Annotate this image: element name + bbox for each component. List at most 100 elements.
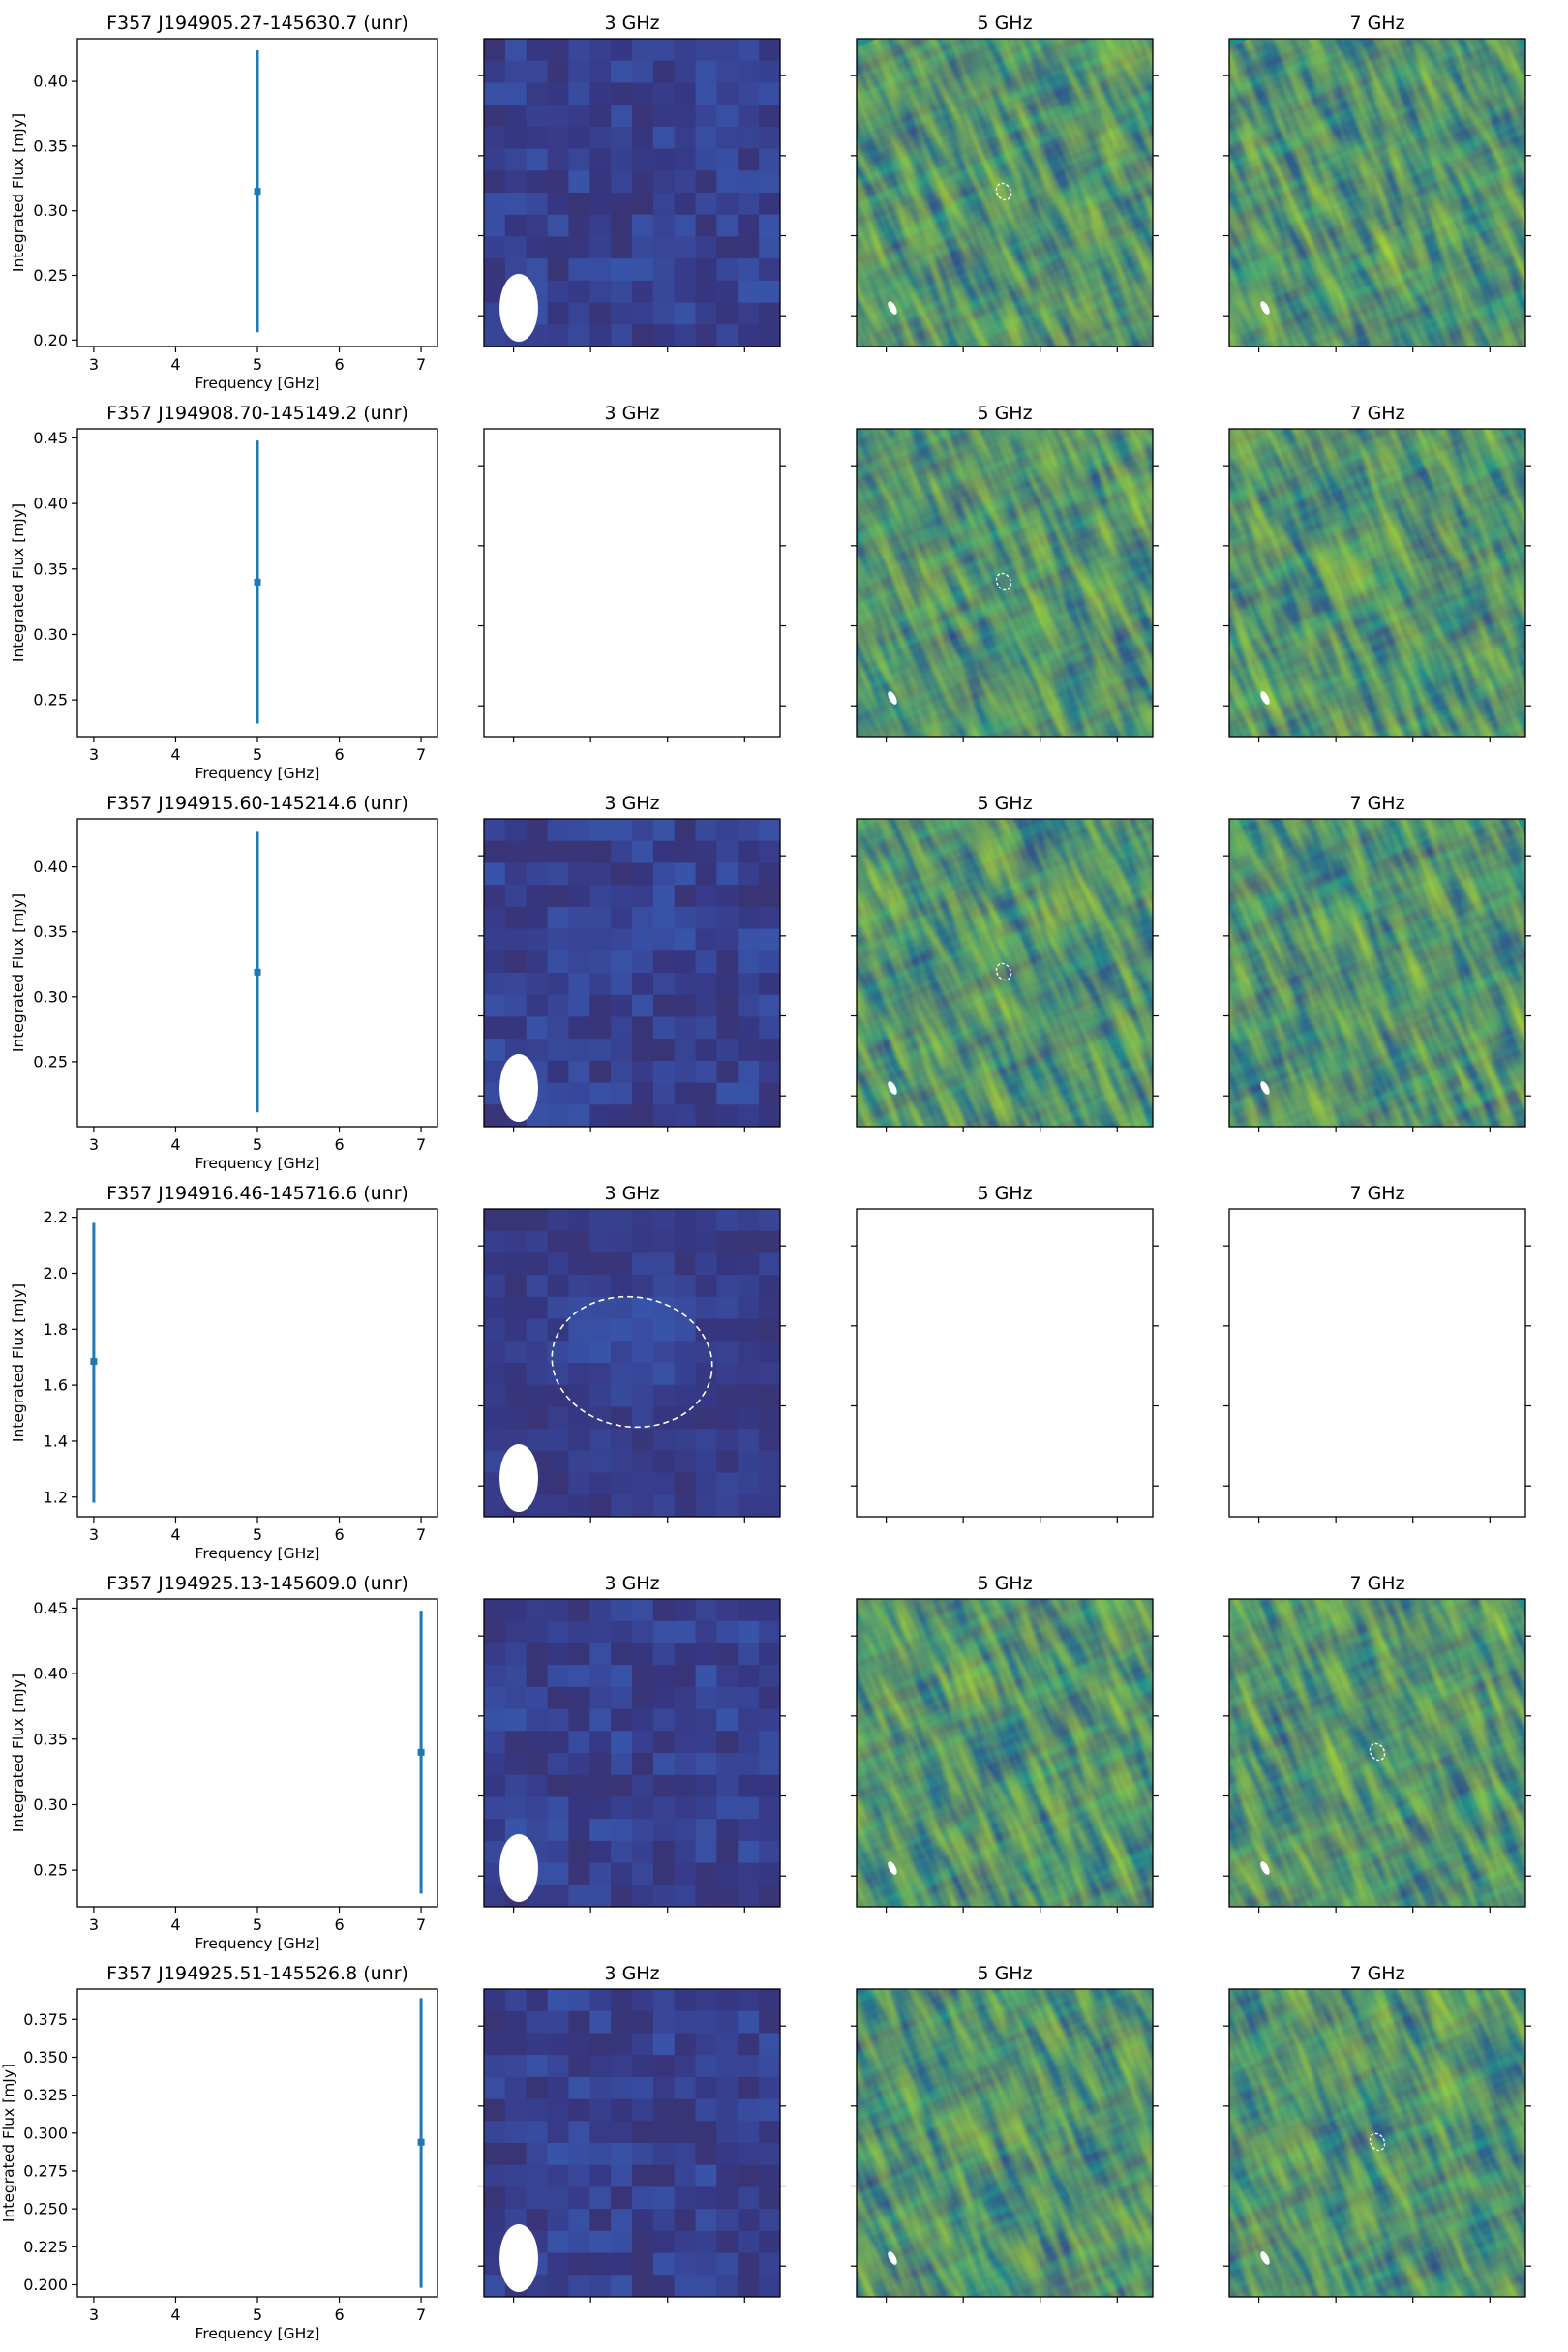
image-panel-7ghz: 7 GHz [1223, 1183, 1531, 1523]
y-tick-label: 2.2 [44, 1208, 68, 1226]
image-title: 3 GHz [604, 793, 659, 814]
x-tick-label: 6 [334, 2306, 344, 2324]
image-title: 3 GHz [604, 1183, 659, 1204]
image-pixels [484, 1209, 780, 1517]
image-frame [483, 1598, 781, 1908]
image-pixels [1229, 1599, 1525, 1907]
x-tick-label: 3 [89, 1135, 99, 1154]
x-tick-label: 6 [334, 1135, 344, 1154]
y-axis-label: Integrated Flux [mJy] [10, 893, 27, 1052]
beam-ellipse [499, 1444, 538, 1512]
x-tick-label: 4 [170, 355, 180, 374]
image-title: 3 GHz [604, 1963, 659, 1984]
image-pixels [484, 819, 780, 1127]
image-title: 5 GHz [977, 1573, 1032, 1594]
image-pixels [1229, 39, 1525, 347]
image-panel-3ghz: 3 GHz [478, 13, 786, 352]
beam-ellipse [499, 1054, 538, 1122]
spectrum-panel-row-1: 3 4 5 6 7 0.20 0.25 0.30 0.35 0.40 F357 J194905.27… [10, 13, 1531, 392]
x-tick-label: 4 [170, 1135, 180, 1154]
image-panel-5ghz: 5 GHz [851, 1183, 1159, 1523]
spectrum-panel-row-3: 3 4 5 6 7 0.25 0.30 0.35 0.40 F357 J194915.60-145… [10, 793, 1531, 1172]
x-tick-label: 7 [416, 1525, 426, 1544]
x-axis-label: Frequency [GHz] [196, 375, 320, 392]
beam-ellipse [499, 1834, 538, 1902]
y-tick-label: 0.275 [23, 2161, 68, 2180]
image-panel-7ghz: 7 GHz [1223, 793, 1531, 1132]
source-ellipse [1369, 1742, 1386, 1762]
image-title: 7 GHz [1349, 1963, 1404, 1984]
image-pixels [1229, 1989, 1525, 2297]
spectrum-panel-row-2: 3 4 5 6 7 0.25 0.30 0.35 0.40 0.45 F357 J194908.70… [10, 403, 1531, 782]
beam-ellipse [1260, 1861, 1270, 1875]
source-ellipse [995, 962, 1012, 981]
image-frame [483, 818, 781, 1128]
x-tick-label: 5 [253, 355, 262, 374]
plot-frame [76, 1988, 438, 2298]
spectrum-plot: 3 4 5 6 7 0.25 0.30 0.35 0.40 0.45 F357 J194908.70… [10, 403, 438, 782]
image-panel-7ghz: 7 GHz [1223, 13, 1531, 352]
y-tick-label: 0.40 [33, 73, 68, 91]
plot-frame [76, 1208, 438, 1518]
x-tick-label: 3 [89, 355, 99, 374]
y-tick-label: 0.45 [33, 429, 68, 447]
image-panel-3ghz: 3 GHz [478, 1573, 786, 1913]
y-tick-label: 0.25 [33, 1052, 68, 1070]
x-tick-label: 3 [89, 2306, 99, 2324]
y-tick-label: 1.6 [44, 1376, 68, 1395]
spectrum-plot: 3 4 5 6 7 0.25 0.30 0.35 0.40 0.45 F357 J194925.13… [10, 1573, 438, 1952]
image-pixels [1229, 819, 1525, 1127]
x-tick-label: 3 [89, 745, 99, 764]
image-title: 3 GHz [604, 13, 659, 34]
image-frame [483, 428, 781, 738]
image-frame [856, 1598, 1154, 1908]
data-point [254, 188, 261, 196]
x-tick-label: 7 [416, 2306, 426, 2324]
y-tick-label: 0.35 [33, 136, 68, 155]
data-point [254, 968, 261, 976]
image-frame [856, 38, 1154, 347]
y-tick-label: 2.0 [44, 1264, 68, 1282]
image-frame [1228, 818, 1526, 1128]
image-pixels [857, 819, 1153, 1127]
y-tick-label: 0.200 [23, 2276, 68, 2294]
image-panel-5ghz: 5 GHz [851, 1963, 1159, 2303]
plot-title: F357 J194905.27-145630.7 (unr) [106, 13, 408, 34]
y-tick-label: 0.40 [33, 495, 68, 513]
image-title: 5 GHz [977, 403, 1032, 424]
beam-ellipse [888, 1861, 897, 1875]
y-tick-label: 1.2 [44, 1488, 68, 1506]
y-tick-label: 0.25 [33, 1861, 68, 1880]
image-title: 7 GHz [1349, 1573, 1404, 1594]
x-axis-label: Frequency [GHz] [196, 1935, 320, 1952]
x-axis-label: Frequency [GHz] [196, 2325, 320, 2342]
beam-ellipse [1260, 301, 1270, 315]
x-tick-label: 6 [334, 745, 344, 764]
image-title: 5 GHz [977, 13, 1032, 34]
data-point [417, 2138, 425, 2146]
spectrum-plot: 3 4 5 6 7 0.25 0.30 0.35 0.40 F357 J194915.60-145… [10, 793, 438, 1172]
image-frame [1228, 428, 1526, 738]
image-panel-3ghz: 3 GHz [478, 1183, 786, 1523]
image-panel-7ghz: 7 GHz [1223, 403, 1531, 742]
y-tick-label: 0.375 [23, 2010, 68, 2029]
y-tick-label: 0.40 [33, 858, 68, 876]
y-axis-label: Integrated Flux [mJy] [10, 1674, 27, 1832]
image-frame [856, 818, 1154, 1128]
y-tick-label: 0.35 [33, 922, 68, 941]
spectrum-plot: 3 4 5 6 7 1.2 1.4 1.6 1.8 2.0 2.2 F357 J194916.46-1… [10, 1183, 438, 1562]
image-frame [856, 1208, 1154, 1518]
x-tick-label: 5 [253, 1135, 262, 1154]
image-panel-3ghz: 3 GHz [478, 1963, 786, 2303]
y-tick-label: 0.40 [33, 1665, 68, 1683]
x-tick-label: 5 [253, 1915, 262, 1934]
spectrum-plot: 3 4 5 6 7 0.20 0.25 0.30 0.35 0.40 F357 J194905.27… [10, 13, 438, 392]
x-tick-label: 7 [416, 1915, 426, 1934]
x-tick-label: 7 [416, 355, 426, 374]
y-tick-label: 0.225 [23, 2238, 68, 2256]
beam-ellipse [499, 274, 538, 342]
y-axis-label: Integrated Flux [mJy] [10, 113, 27, 272]
image-frame [1228, 1598, 1526, 1908]
spectrum-panel-row-6: 3 4 5 6 7 0.200 0.225 0.250 0.275 0.300 0.325 0.350… [0, 1963, 1531, 2342]
data-point [417, 1748, 425, 1756]
